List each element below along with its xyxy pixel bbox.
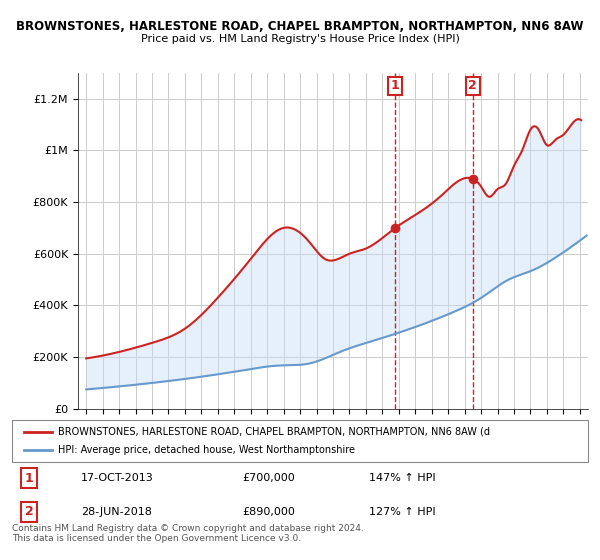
Text: BROWNSTONES, HARLESTONE ROAD, CHAPEL BRAMPTON, NORTHAMPTON, NN6 8AW (d: BROWNSTONES, HARLESTONE ROAD, CHAPEL BRA…	[58, 427, 490, 437]
Text: 147% ↑ HPI: 147% ↑ HPI	[369, 473, 436, 483]
Text: 127% ↑ HPI: 127% ↑ HPI	[369, 507, 436, 517]
Text: 1: 1	[391, 79, 400, 92]
Text: 28-JUN-2018: 28-JUN-2018	[81, 507, 152, 517]
Text: 17-OCT-2013: 17-OCT-2013	[81, 473, 154, 483]
Text: £890,000: £890,000	[242, 507, 295, 517]
Text: Contains HM Land Registry data © Crown copyright and database right 2024.
This d: Contains HM Land Registry data © Crown c…	[12, 524, 364, 543]
Text: BROWNSTONES, HARLESTONE ROAD, CHAPEL BRAMPTON, NORTHAMPTON, NN6 8AW: BROWNSTONES, HARLESTONE ROAD, CHAPEL BRA…	[16, 20, 584, 32]
Text: 2: 2	[25, 505, 34, 519]
FancyBboxPatch shape	[12, 420, 588, 462]
Text: HPI: Average price, detached house, West Northamptonshire: HPI: Average price, detached house, West…	[58, 445, 355, 455]
Text: Price paid vs. HM Land Registry's House Price Index (HPI): Price paid vs. HM Land Registry's House …	[140, 34, 460, 44]
Text: 2: 2	[468, 79, 477, 92]
Text: 1: 1	[25, 472, 34, 485]
Text: £700,000: £700,000	[242, 473, 295, 483]
